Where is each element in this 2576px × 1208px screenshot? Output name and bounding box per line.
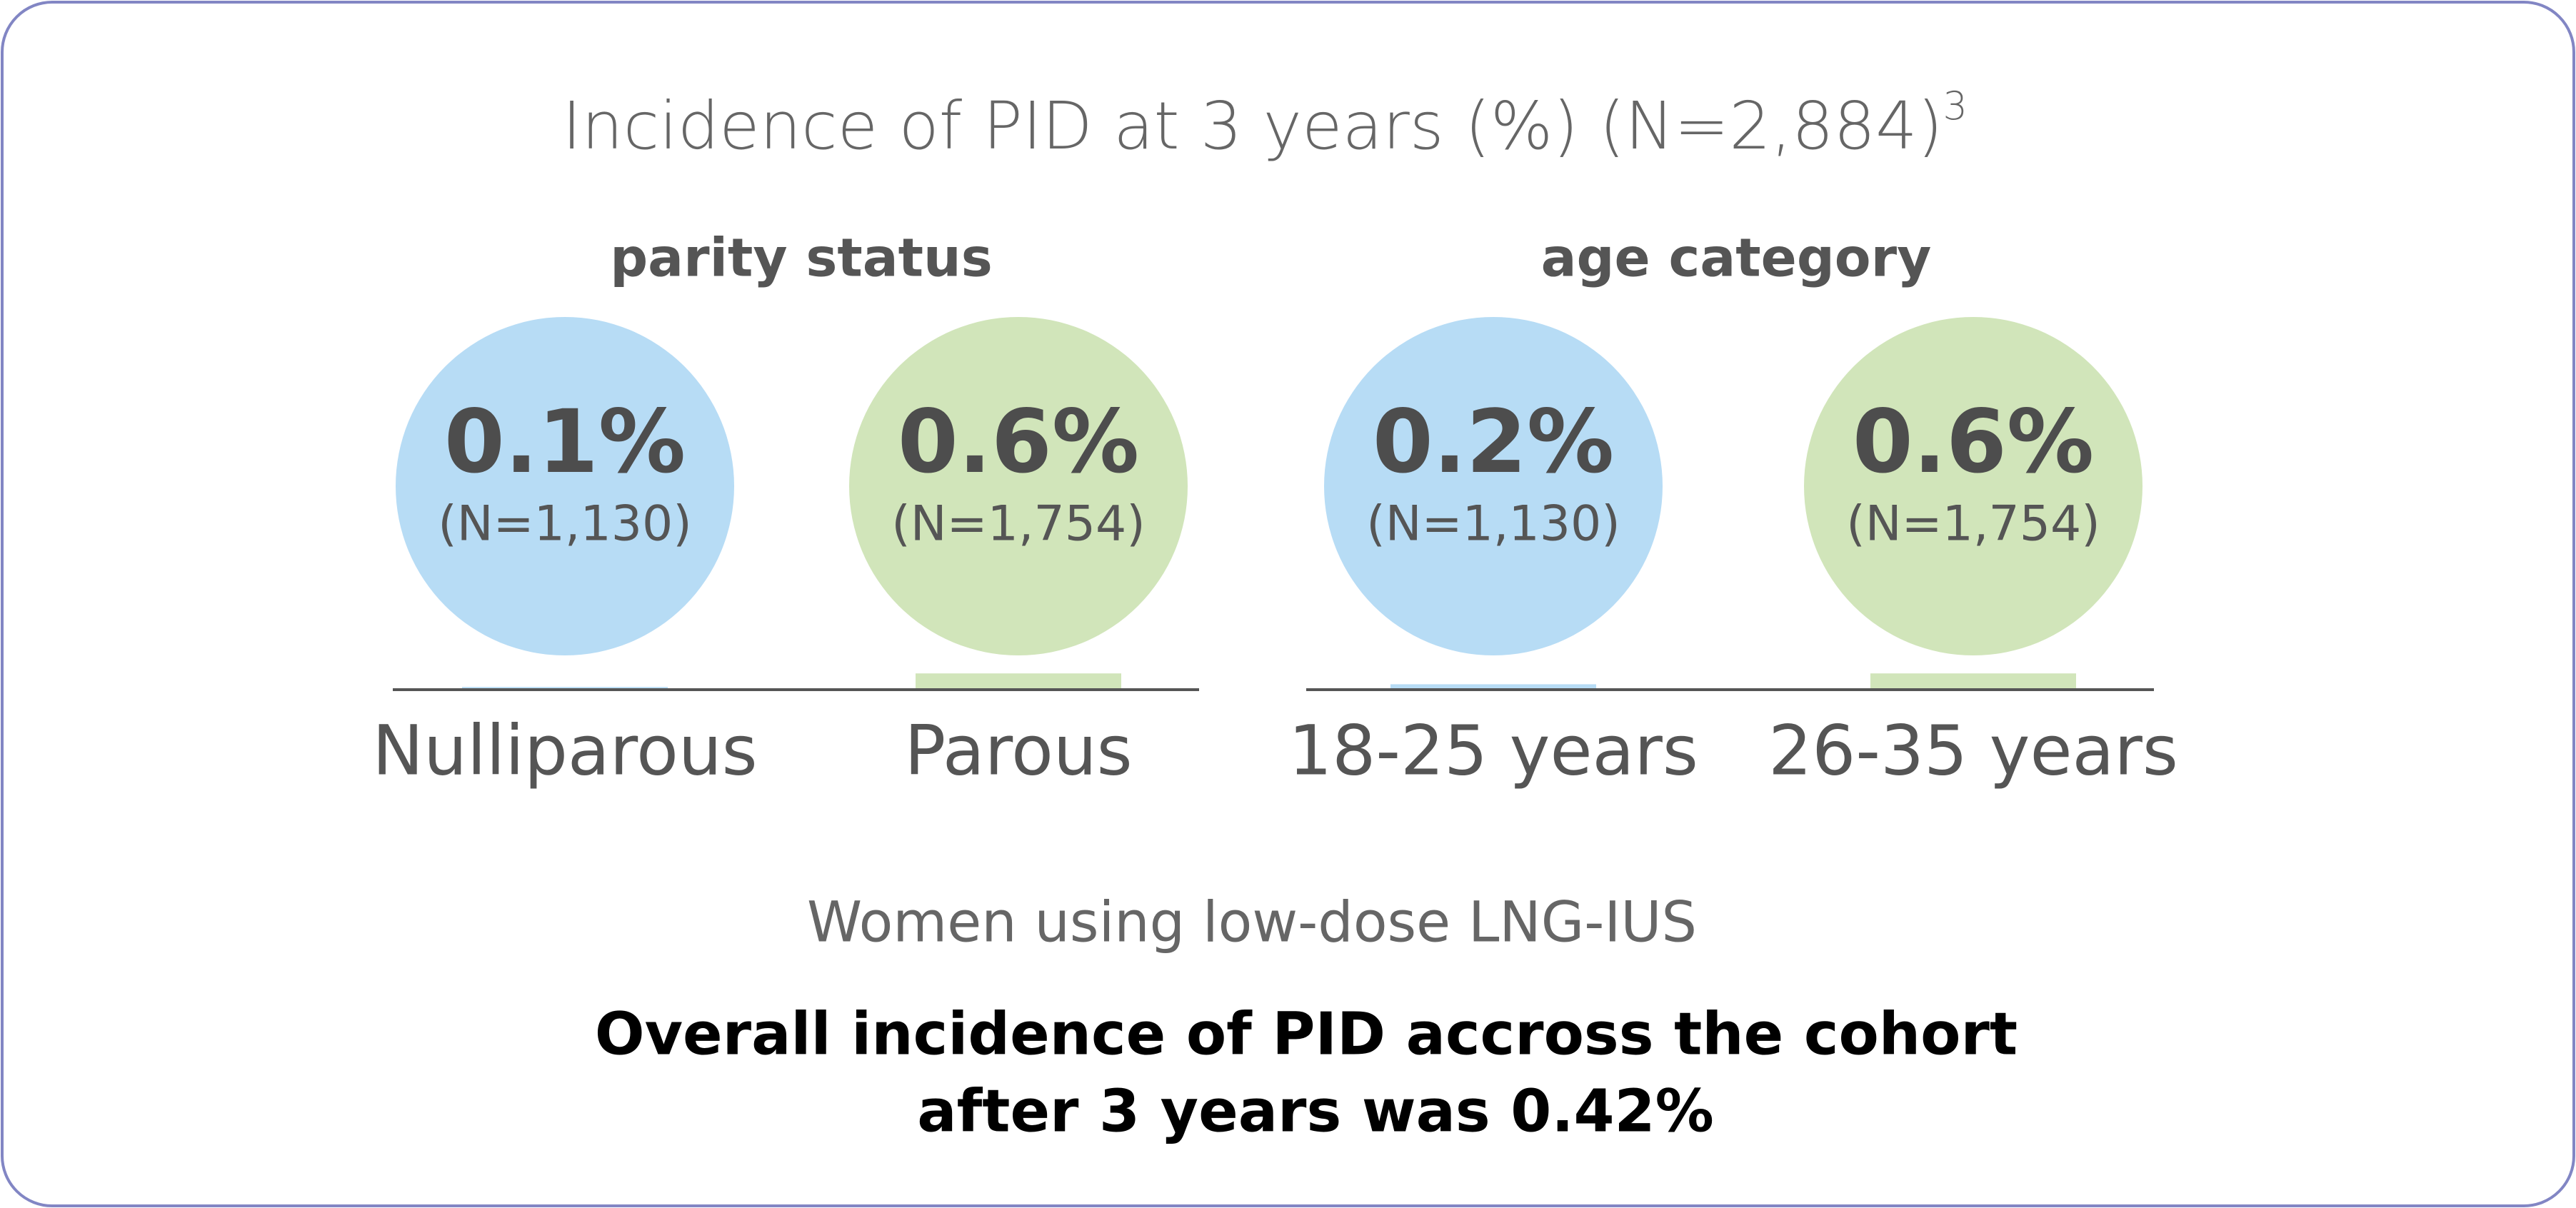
- category-label: Parous: [904, 710, 1132, 790]
- value-circle: [849, 317, 1188, 655]
- value-circle: [396, 317, 734, 655]
- bar: [1390, 684, 1596, 690]
- category-label: Nulliparous: [372, 710, 757, 790]
- n-label: (N=1,130): [1366, 496, 1620, 553]
- value-circle: [1804, 317, 2143, 655]
- value-label: 0.2%: [1373, 391, 1614, 493]
- title-text: Incidence of PID at 3 years (%) (N=2,884…: [562, 88, 1943, 164]
- group-title: parity status: [610, 228, 993, 289]
- title-note: 3: [1943, 84, 1968, 129]
- chart-title: Incidence of PID at 3 years (%) (N=2,884…: [562, 84, 1968, 164]
- value-label: 0.1%: [444, 391, 686, 493]
- category-label: 26-35 years: [1768, 710, 2178, 790]
- value-label: 0.6%: [898, 391, 1139, 493]
- n-label: (N=1,130): [438, 496, 692, 553]
- value-circle: [1324, 317, 1663, 655]
- bar: [916, 673, 1121, 690]
- n-label: (N=1,754): [891, 496, 1146, 553]
- bar: [1870, 673, 2076, 690]
- conclusion-line: Overall incidence of PID accross the coh…: [595, 1000, 2018, 1068]
- value-label: 0.6%: [1853, 391, 2094, 493]
- conclusion-line: after 3 years was 0.42%: [917, 1077, 1714, 1145]
- n-label: (N=1,754): [1846, 496, 2100, 553]
- subtitle: Women using low-dose LNG-IUS: [807, 890, 1697, 955]
- category-label: 18-25 years: [1288, 710, 1698, 790]
- group-title: age category: [1541, 228, 1932, 289]
